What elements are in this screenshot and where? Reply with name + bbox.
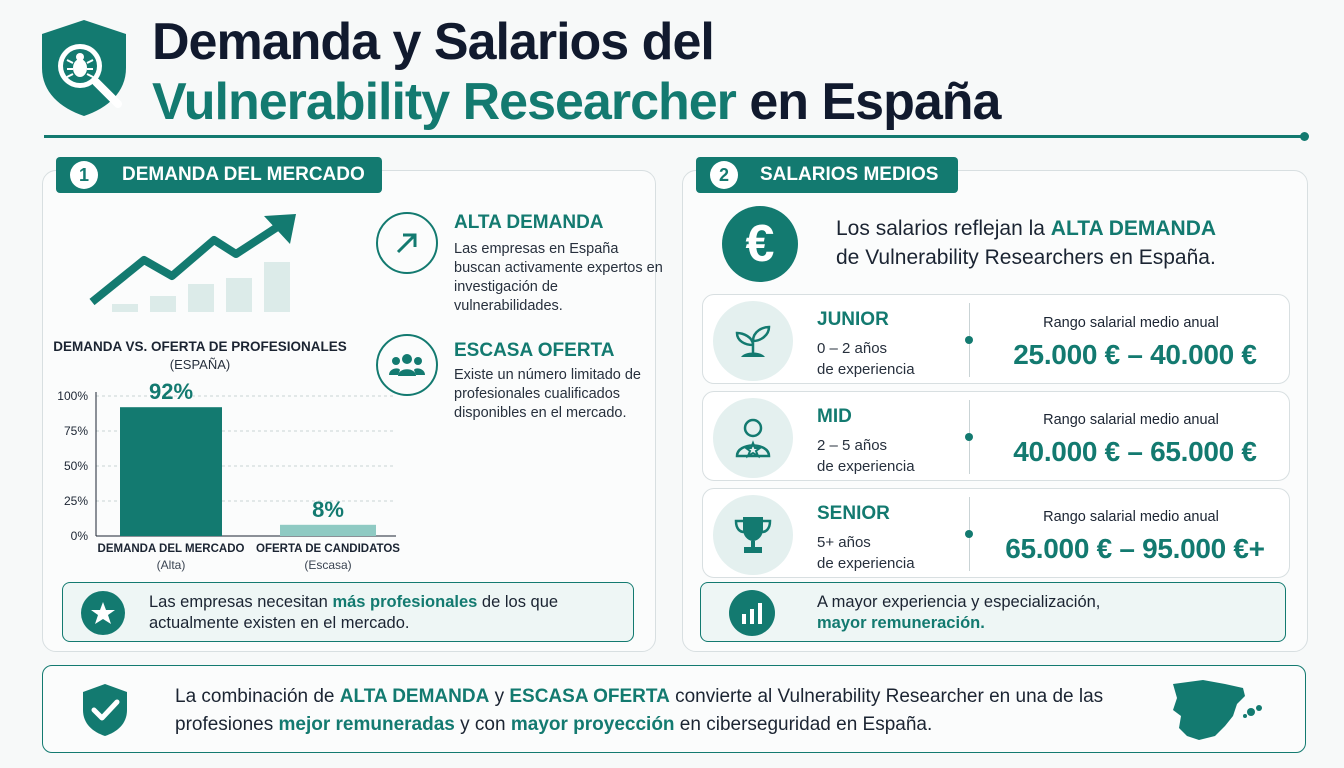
salaries-section-tab: 2 SALARIOS MEDIOS bbox=[696, 157, 958, 193]
section-number: 1 bbox=[70, 161, 98, 189]
level-years: 5+ años de experiencia bbox=[817, 532, 915, 574]
bar-chart-icon bbox=[729, 590, 775, 636]
star-icon bbox=[81, 591, 125, 635]
section-number: 2 bbox=[710, 161, 738, 189]
feature-low-supply: ESCASA OFERTA Existe un número limitado … bbox=[376, 334, 656, 434]
section-heading: SALARIOS MEDIOS bbox=[760, 164, 939, 185]
trophy-icon bbox=[713, 495, 793, 575]
feature-title: ALTA DEMANDA bbox=[454, 212, 604, 233]
person-star-icon bbox=[713, 398, 793, 478]
note-highlight: más profesionales bbox=[332, 593, 478, 611]
chart-title: DEMANDA VS. OFERTA DE PROFESIONALES bbox=[53, 339, 347, 354]
x-tick-label: OFERTA DE CANDIDATOS bbox=[256, 543, 400, 555]
salaries-intro: Los salarios reflejan la ALTA DEMANDA de… bbox=[836, 214, 1216, 272]
salaries-note: A mayor experiencia y especialización, ma… bbox=[700, 582, 1286, 642]
years-suffix: de experiencia bbox=[817, 555, 915, 572]
text-highlight: ESCASA OFERTA bbox=[509, 686, 670, 707]
data-label: 8% bbox=[312, 497, 344, 522]
shield-check-icon bbox=[83, 684, 127, 736]
intro-after: de Vulnerability Researchers en España. bbox=[836, 246, 1216, 269]
text-part: La combinación de bbox=[175, 686, 340, 707]
note-line-2: mayor remuneración. bbox=[817, 614, 985, 632]
y-tick-label: 50% bbox=[64, 459, 88, 473]
feature-title: ESCASA OFERTA bbox=[454, 340, 615, 361]
header-divider bbox=[44, 135, 1306, 138]
salary-range: 40.000 € – 65.000 € bbox=[1013, 436, 1257, 467]
title-line-1: Demanda y Salarios del bbox=[152, 13, 715, 71]
level-years: 2 – 5 años de experiencia bbox=[817, 435, 915, 477]
note-line-1: A mayor experiencia y especialización, bbox=[817, 593, 1101, 611]
y-tick-label: 0% bbox=[71, 529, 89, 543]
title-rest: en España bbox=[735, 73, 1001, 131]
text-part: en ciberseguridad en España. bbox=[674, 714, 933, 735]
title-accent: Vulnerability Researcher bbox=[152, 73, 737, 131]
salary-level-junior: JUNIOR 0 – 2 años de experiencia Rango sa… bbox=[702, 294, 1290, 384]
note-text-before: Las empresas necesitan bbox=[149, 593, 333, 611]
x-tick-note: (Escasa) bbox=[304, 558, 351, 572]
text-part: profesiones bbox=[175, 714, 279, 735]
trend-arrow-icon bbox=[89, 214, 296, 312]
level-years: 0 – 2 años de experiencia bbox=[817, 338, 915, 380]
arrow-up-right-icon bbox=[376, 212, 438, 274]
text-part: y con bbox=[454, 714, 511, 735]
sprout-icon bbox=[713, 301, 793, 381]
range-label: Rango salarial medio anual bbox=[1043, 315, 1219, 331]
title-line-2: Vulnerability Researcher en España bbox=[152, 72, 1001, 132]
salary-level-mid: MID 2 – 5 años de experiencia Rango salar… bbox=[702, 391, 1290, 481]
divider-dot bbox=[965, 336, 973, 344]
salary-range: 65.000 € – 95.000 €+ bbox=[1005, 533, 1265, 564]
salaries-note-text: A mayor experiencia y especialización, ma… bbox=[817, 592, 1100, 634]
feature-description: Las empresas en España buscan activament… bbox=[454, 241, 663, 314]
text-highlight: mayor proyección bbox=[510, 714, 675, 735]
bar bbox=[120, 407, 222, 536]
years-range: 0 – 2 años bbox=[817, 340, 888, 357]
shield-search-bug-icon bbox=[42, 20, 126, 116]
text-highlight: ALTA DEMANDA bbox=[339, 686, 490, 707]
years-suffix: de experiencia bbox=[817, 361, 915, 378]
header: Demanda y Salarios del Vulnerability Res… bbox=[0, 0, 1344, 141]
level-name: MID bbox=[817, 406, 852, 427]
years-suffix: de experiencia bbox=[817, 458, 915, 475]
feature-description: Existe un número limitado de profesional… bbox=[454, 367, 641, 421]
divider-dot bbox=[965, 433, 973, 441]
years-range: 5+ años bbox=[817, 534, 871, 551]
conclusion-banner: La combinación de ALTA DEMANDA y ESCASA … bbox=[42, 665, 1306, 753]
y-tick-label: 25% bbox=[64, 494, 88, 508]
header-divider-dot bbox=[1300, 132, 1309, 141]
demand-supply-chart: 0% 25% 50% 75% 100% 92% DEMANDA DEL MERCADO (Al… bbox=[57, 379, 400, 572]
x-tick-label: DEMANDA DEL MERCADO bbox=[98, 543, 245, 555]
intro-before: Los salarios reflejan la bbox=[836, 217, 1051, 240]
conclusion-text: La combinación de ALTA DEMANDA y ESCASA … bbox=[175, 683, 1103, 739]
text-part: convierte al Vulnerability Researcher en… bbox=[669, 686, 1104, 707]
chart-subtitle: (ESPAÑA) bbox=[169, 357, 231, 372]
intro-highlight: ALTA DEMANDA bbox=[1050, 217, 1217, 240]
years-range: 2 – 5 años bbox=[817, 437, 888, 454]
y-tick-label: 75% bbox=[64, 424, 88, 438]
text-part: y bbox=[489, 686, 510, 707]
euro-icon: € bbox=[722, 206, 798, 282]
level-name: SENIOR bbox=[817, 503, 890, 524]
note-text-after: de los que actualmente existen en el mer… bbox=[149, 593, 559, 632]
x-tick-note: (Alta) bbox=[157, 558, 186, 572]
demand-section-tab: 1 DEMANDA DEL MERCADO bbox=[56, 157, 382, 193]
range-label: Rango salarial medio anual bbox=[1043, 412, 1219, 428]
text-highlight: mejor remuneradas bbox=[278, 714, 455, 735]
divider-dot bbox=[965, 530, 973, 538]
demand-note: Las empresas necesitan más profesionales… bbox=[62, 582, 634, 642]
people-group-icon bbox=[376, 334, 438, 396]
page-title: Demanda y Salarios del Vulnerability Res… bbox=[152, 12, 1001, 132]
section-heading: DEMANDA DEL MERCADO bbox=[122, 164, 365, 185]
bar bbox=[280, 524, 376, 536]
spain-map-icon bbox=[1173, 680, 1262, 740]
level-name: JUNIOR bbox=[817, 309, 889, 330]
salary-range: 25.000 € – 40.000 € bbox=[1013, 339, 1257, 370]
feature-high-demand: ALTA DEMANDA Las empresas en España busc… bbox=[376, 212, 663, 322]
data-label: 92% bbox=[149, 379, 193, 404]
demand-note-text: Las empresas necesitan más profesionales… bbox=[149, 592, 633, 634]
y-tick-label: 100% bbox=[57, 389, 88, 403]
range-label: Rango salarial medio anual bbox=[1043, 509, 1219, 525]
salary-level-senior: SENIOR 5+ años de experiencia Rango salar… bbox=[702, 488, 1290, 578]
